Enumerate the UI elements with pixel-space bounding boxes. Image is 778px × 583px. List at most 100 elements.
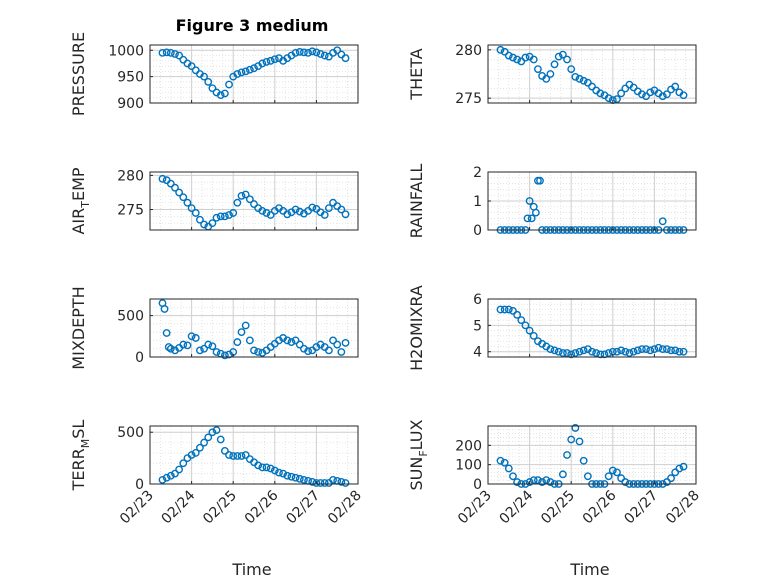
data-point bbox=[245, 336, 254, 345]
data-point bbox=[563, 55, 571, 64]
data-point bbox=[216, 212, 225, 221]
x-tick-label: 02/24 bbox=[497, 487, 537, 527]
data-point bbox=[679, 91, 688, 100]
data-point bbox=[279, 469, 288, 478]
data-point bbox=[509, 306, 517, 315]
data-point bbox=[204, 78, 213, 86]
data-point bbox=[158, 174, 167, 183]
y-axis-label: THETA bbox=[407, 48, 426, 100]
data-point bbox=[654, 343, 663, 352]
y-axis-label: TERRMSL bbox=[69, 420, 92, 492]
x-tick-label: 02/28 bbox=[325, 488, 365, 528]
data-point bbox=[554, 52, 563, 61]
data-point bbox=[160, 305, 169, 313]
data-point bbox=[538, 478, 546, 486]
data-point bbox=[571, 73, 580, 81]
data-point bbox=[529, 55, 538, 64]
data-point bbox=[621, 478, 630, 486]
axes-box bbox=[149, 298, 359, 358]
axes-box bbox=[487, 425, 697, 485]
data-point bbox=[504, 305, 513, 314]
x-tick-label: 02/26 bbox=[242, 487, 282, 527]
data-point bbox=[162, 329, 171, 337]
data-point bbox=[200, 344, 208, 353]
y-tick-label: 1000 bbox=[108, 43, 144, 59]
data-point bbox=[613, 95, 621, 104]
data-point bbox=[575, 437, 584, 446]
data-point bbox=[229, 452, 238, 460]
data-point bbox=[509, 53, 517, 62]
data-point bbox=[200, 72, 208, 81]
data-point bbox=[546, 345, 555, 353]
data-point bbox=[237, 191, 246, 200]
data-point bbox=[225, 211, 233, 219]
data-point bbox=[571, 424, 580, 432]
data-point bbox=[304, 347, 312, 356]
data-point bbox=[550, 60, 559, 69]
data-point bbox=[196, 443, 204, 452]
data-point bbox=[233, 338, 242, 346]
subplot-rainfall: 0 1 2 RAINFALL bbox=[407, 164, 697, 239]
y-axis-label: MIXDEPTH bbox=[69, 286, 88, 369]
data-point bbox=[291, 49, 300, 57]
data-point bbox=[596, 350, 605, 359]
label-rest: EMP bbox=[69, 167, 88, 201]
data-point bbox=[254, 348, 263, 356]
data-point bbox=[496, 45, 505, 54]
data-point bbox=[183, 341, 192, 350]
data-point bbox=[233, 198, 242, 207]
data-point bbox=[183, 198, 192, 207]
data-point bbox=[175, 51, 184, 60]
data-point bbox=[320, 479, 329, 487]
data-point bbox=[241, 451, 250, 459]
data-point bbox=[200, 438, 208, 447]
data-point bbox=[567, 435, 576, 444]
y-tick-label: 2 bbox=[473, 165, 482, 181]
y-tick-label: 200 bbox=[455, 438, 482, 454]
data-point bbox=[588, 82, 596, 91]
label-rest: SL bbox=[69, 420, 88, 439]
data-point bbox=[241, 190, 250, 199]
data-point bbox=[629, 347, 638, 356]
data-point bbox=[567, 350, 576, 359]
data-point bbox=[509, 472, 517, 481]
data-point bbox=[316, 479, 325, 487]
data-point bbox=[291, 473, 300, 482]
data-point bbox=[679, 347, 688, 356]
data-point bbox=[583, 472, 592, 481]
data-point bbox=[225, 80, 233, 89]
data-point bbox=[216, 91, 225, 99]
figure-title: Figure 3 medium bbox=[176, 16, 329, 35]
data-point bbox=[191, 334, 200, 342]
x-tick-label: 02/27 bbox=[621, 488, 661, 528]
data-point bbox=[191, 209, 200, 217]
data-point bbox=[204, 340, 213, 349]
data-point bbox=[320, 51, 329, 60]
x-tick-label: 02/25 bbox=[538, 488, 578, 528]
data-point bbox=[208, 342, 217, 351]
data-point bbox=[208, 428, 217, 437]
data-point bbox=[341, 210, 350, 219]
y-tick-label: 280 bbox=[117, 168, 144, 184]
data-point bbox=[658, 345, 667, 353]
y-axis-label: RAINFALL bbox=[407, 164, 426, 239]
data-point bbox=[546, 478, 555, 486]
x-tick-label: 02/25 bbox=[200, 488, 240, 528]
y-tick-label: 0 bbox=[473, 223, 482, 239]
data-point bbox=[220, 212, 229, 221]
data-point bbox=[308, 47, 317, 56]
data-point bbox=[579, 76, 588, 85]
data-point bbox=[166, 471, 175, 480]
data-point bbox=[329, 475, 337, 484]
y-axis-label: PRESSURE bbox=[69, 32, 88, 116]
data-point bbox=[270, 466, 279, 475]
data-point bbox=[229, 209, 238, 217]
data-point bbox=[220, 89, 229, 98]
data-point bbox=[337, 478, 346, 486]
y-axis-label: AIRTEMP bbox=[69, 167, 92, 234]
data-point bbox=[531, 208, 540, 217]
data-point bbox=[187, 332, 196, 341]
axes-box bbox=[149, 171, 359, 231]
data-point bbox=[579, 456, 588, 465]
axes-box bbox=[149, 425, 359, 485]
